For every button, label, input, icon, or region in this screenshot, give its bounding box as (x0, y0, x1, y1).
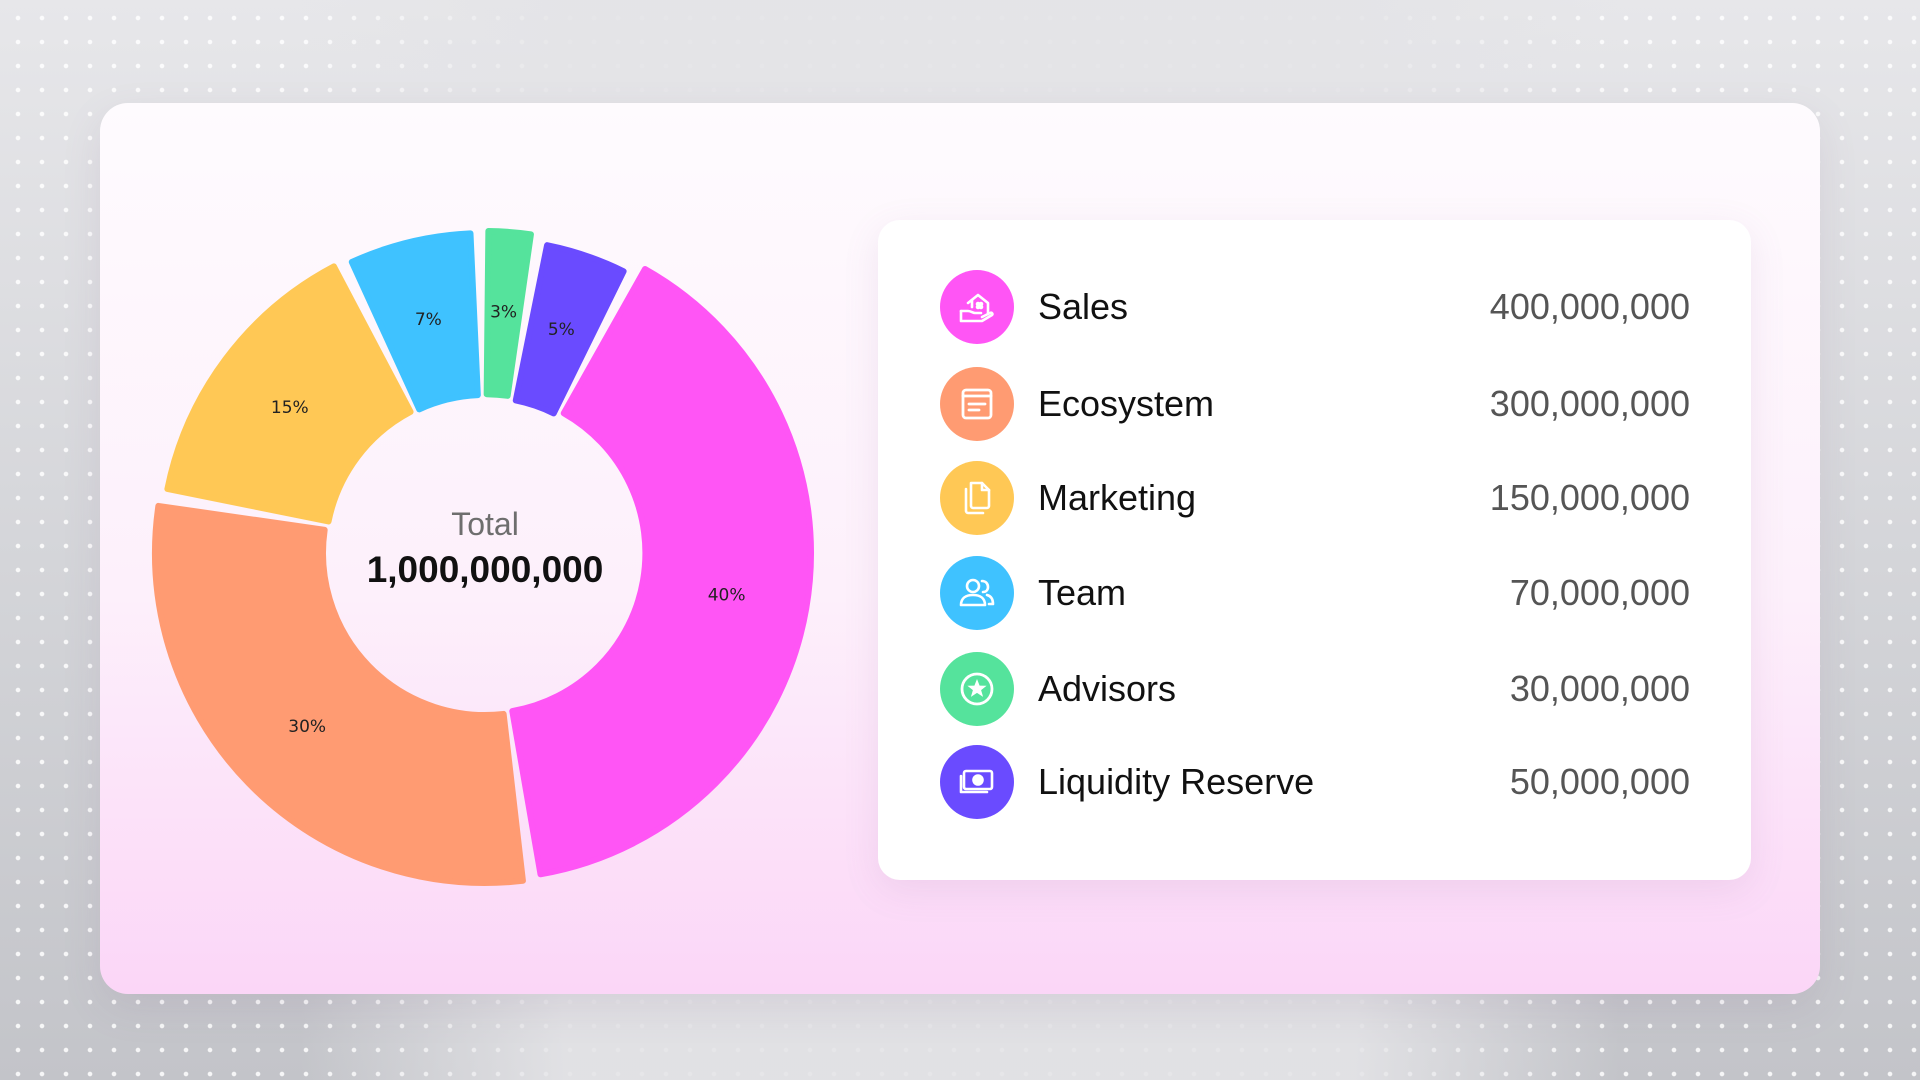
document-icon (940, 367, 1014, 441)
legend-name: Liquidity Reserve (1038, 761, 1315, 802)
legend-row-advisors: Advisors 30,000,000 (940, 651, 1690, 727)
home-hand-icon (940, 270, 1014, 344)
legend-value: 30,000,000 (1509, 668, 1690, 709)
legend-row-team: Team 70,000,000 (940, 555, 1690, 631)
legend-value: 400,000,000 (1489, 286, 1690, 327)
legend-row-sales: Sales 400,000,000 (940, 269, 1690, 345)
donut-chart: 3% 5% 40% 30% 15% 7% Total 1,000,000,000 (145, 213, 825, 893)
money-icon (940, 745, 1014, 819)
copy-pages-icon (940, 461, 1014, 535)
users-icon (940, 556, 1014, 630)
slice-ecosystem (152, 502, 526, 886)
legend-name: Team (1038, 572, 1127, 613)
donut-chart-svg: 3% 5% 40% 30% 15% 7% (152, 228, 814, 886)
legend-name: Ecosystem (1038, 383, 1215, 424)
legend-value: 70,000,000 (1509, 572, 1690, 613)
legend-value: 150,000,000 (1489, 477, 1690, 518)
legend-name: Marketing (1038, 477, 1197, 518)
legend-row-marketing: Marketing 150,000,000 (940, 460, 1690, 536)
legend-name: Advisors (1038, 668, 1177, 709)
legend-value: 300,000,000 (1489, 383, 1690, 424)
slice-label-marketing: 15% (271, 398, 309, 418)
slice-advisors (483, 228, 534, 399)
slice-team (348, 230, 481, 413)
slice-liquidity-reserve (512, 242, 627, 417)
slice-label-liquidity-reserve: 5% (548, 320, 575, 340)
legend-name: Sales (1038, 286, 1129, 327)
slice-label-sales: 40% (708, 586, 746, 606)
slice-sales (509, 265, 814, 878)
slice-marketing (164, 263, 414, 525)
star-badge-icon (940, 652, 1014, 726)
legend-row-ecosystem: Ecosystem 300,000,000 (940, 366, 1690, 442)
legend-row-liquidity-reserve: Liquidity Reserve 50,000,000 (940, 744, 1690, 820)
slice-label-team: 7% (415, 310, 442, 330)
slice-label-advisors: 3% (490, 302, 517, 322)
legend-value: 50,000,000 (1509, 761, 1690, 802)
slice-label-ecosystem: 30% (288, 717, 326, 737)
legend-panel: Sales 400,000,000 Ecosystem 300,000,000 … (878, 220, 1751, 880)
